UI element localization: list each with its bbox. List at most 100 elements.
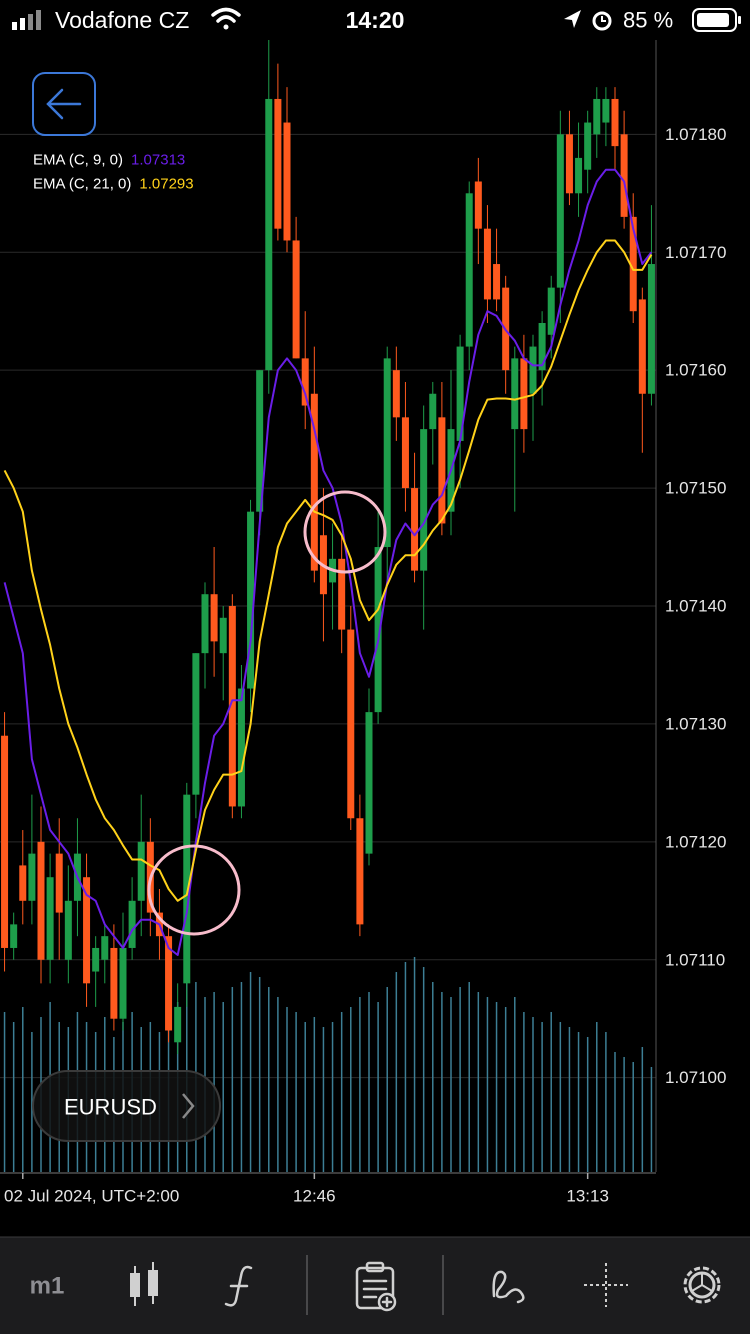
candle-body xyxy=(638,299,646,394)
candle-body xyxy=(584,122,592,170)
indicators-button[interactable] xyxy=(224,1265,253,1307)
candle-body xyxy=(438,417,446,524)
alarm-icon xyxy=(592,11,612,31)
symbol-pill[interactable] xyxy=(32,1070,221,1142)
chevron xyxy=(182,1093,195,1119)
candle-body xyxy=(647,264,655,394)
candle-body xyxy=(46,877,54,960)
candle-body xyxy=(511,358,519,430)
candle-body xyxy=(365,712,373,854)
y-tick-label: 1.07130 xyxy=(665,714,726,733)
candle-body xyxy=(411,488,419,571)
candle-body xyxy=(556,134,564,288)
candle-body xyxy=(420,429,428,571)
candle-body xyxy=(338,558,346,630)
signal-bar xyxy=(20,18,25,30)
candle-body xyxy=(201,594,209,654)
candle-body xyxy=(565,134,573,194)
y-tick-label: 1.07120 xyxy=(665,832,726,851)
candle-body xyxy=(483,228,491,300)
candle-body xyxy=(265,98,273,371)
highlight-circle xyxy=(147,844,241,936)
candle-body xyxy=(620,134,628,217)
candle-body xyxy=(283,122,291,241)
candle-body xyxy=(474,181,482,229)
candle-body xyxy=(219,617,227,654)
candle-body xyxy=(28,853,36,901)
candle-body xyxy=(547,287,555,335)
candle-body xyxy=(92,947,100,972)
candle-body xyxy=(110,947,118,1019)
symbol-button[interactable]: EURUSD xyxy=(32,1070,221,1142)
candle-body xyxy=(429,393,437,430)
ema-line xyxy=(3,168,653,956)
battery-level xyxy=(697,13,729,27)
candle-body xyxy=(165,936,173,1031)
candle-body xyxy=(383,358,391,548)
candle-body xyxy=(237,688,245,807)
candle-body xyxy=(174,1006,182,1043)
candle-body xyxy=(247,511,255,689)
symbol: EURUSD xyxy=(64,1095,157,1120)
candle-body xyxy=(228,606,236,807)
candle-body xyxy=(611,98,619,147)
signal-bar xyxy=(36,10,41,30)
candle-body xyxy=(629,216,637,312)
candle-body xyxy=(301,358,309,406)
candle-body xyxy=(347,629,355,819)
candle-body xyxy=(274,98,282,229)
candle-body xyxy=(520,358,528,430)
candle-body xyxy=(374,547,382,713)
legend-value: 1.07293 xyxy=(139,176,193,193)
candle-body xyxy=(356,818,364,925)
location-icon xyxy=(564,10,581,28)
candle-body xyxy=(310,393,318,571)
y-tick-label: 1.07110 xyxy=(665,950,725,969)
timeframe-button[interactable]: m1 xyxy=(30,1273,65,1300)
y-tick-label: 1.07160 xyxy=(665,361,726,380)
candle-body xyxy=(575,157,583,194)
y-tick-label: 1.07100 xyxy=(665,1068,726,1087)
toolbar-bg xyxy=(0,1237,750,1334)
candle-body xyxy=(1,735,9,948)
signal-bar xyxy=(12,22,17,30)
candle-body xyxy=(465,193,473,347)
chart: 1.07100 1.07110 1.07120 1.07130 1.07140 1.071… xyxy=(0,40,726,1206)
drawing-button[interactable] xyxy=(492,1270,525,1304)
toolbar: m1 xyxy=(0,1236,750,1334)
candle-body xyxy=(101,936,109,960)
legend-label: EMA (C, 21, 0) xyxy=(33,176,131,193)
candle-body xyxy=(19,865,27,901)
settings-button[interactable] xyxy=(683,1266,721,1304)
candle-body xyxy=(493,264,501,300)
chart-type-button[interactable] xyxy=(130,1262,158,1306)
x-tick-label: 02 Jul 2024, UTC+2:00 xyxy=(4,1187,179,1206)
wifi-icon xyxy=(211,7,241,30)
battery-outline xyxy=(692,8,737,32)
candle-body xyxy=(128,900,136,948)
candle-body xyxy=(83,877,91,984)
candle-body xyxy=(593,98,601,135)
candle-body xyxy=(529,346,537,394)
candle-body xyxy=(119,947,127,1019)
y-tick-label: 1.07170 xyxy=(665,243,726,262)
candle-body xyxy=(64,900,72,960)
candle-body xyxy=(256,370,264,512)
back-button[interactable] xyxy=(32,72,96,136)
y-tick-label: 1.07180 xyxy=(665,125,726,144)
orders-button[interactable] xyxy=(355,1261,397,1312)
back-arrow xyxy=(46,88,82,120)
ema-line xyxy=(3,239,653,902)
candle-body xyxy=(210,594,218,642)
candle-body xyxy=(137,841,145,901)
highlight-circle xyxy=(303,490,387,574)
y-tick-label: 1.07140 xyxy=(665,597,726,616)
carrier: Vodafone CZ xyxy=(55,7,189,33)
crosshair-button[interactable] xyxy=(584,1263,628,1307)
x-tick-label: 12:46 xyxy=(293,1187,336,1206)
candle-body xyxy=(10,924,18,948)
candle-body xyxy=(456,346,464,441)
